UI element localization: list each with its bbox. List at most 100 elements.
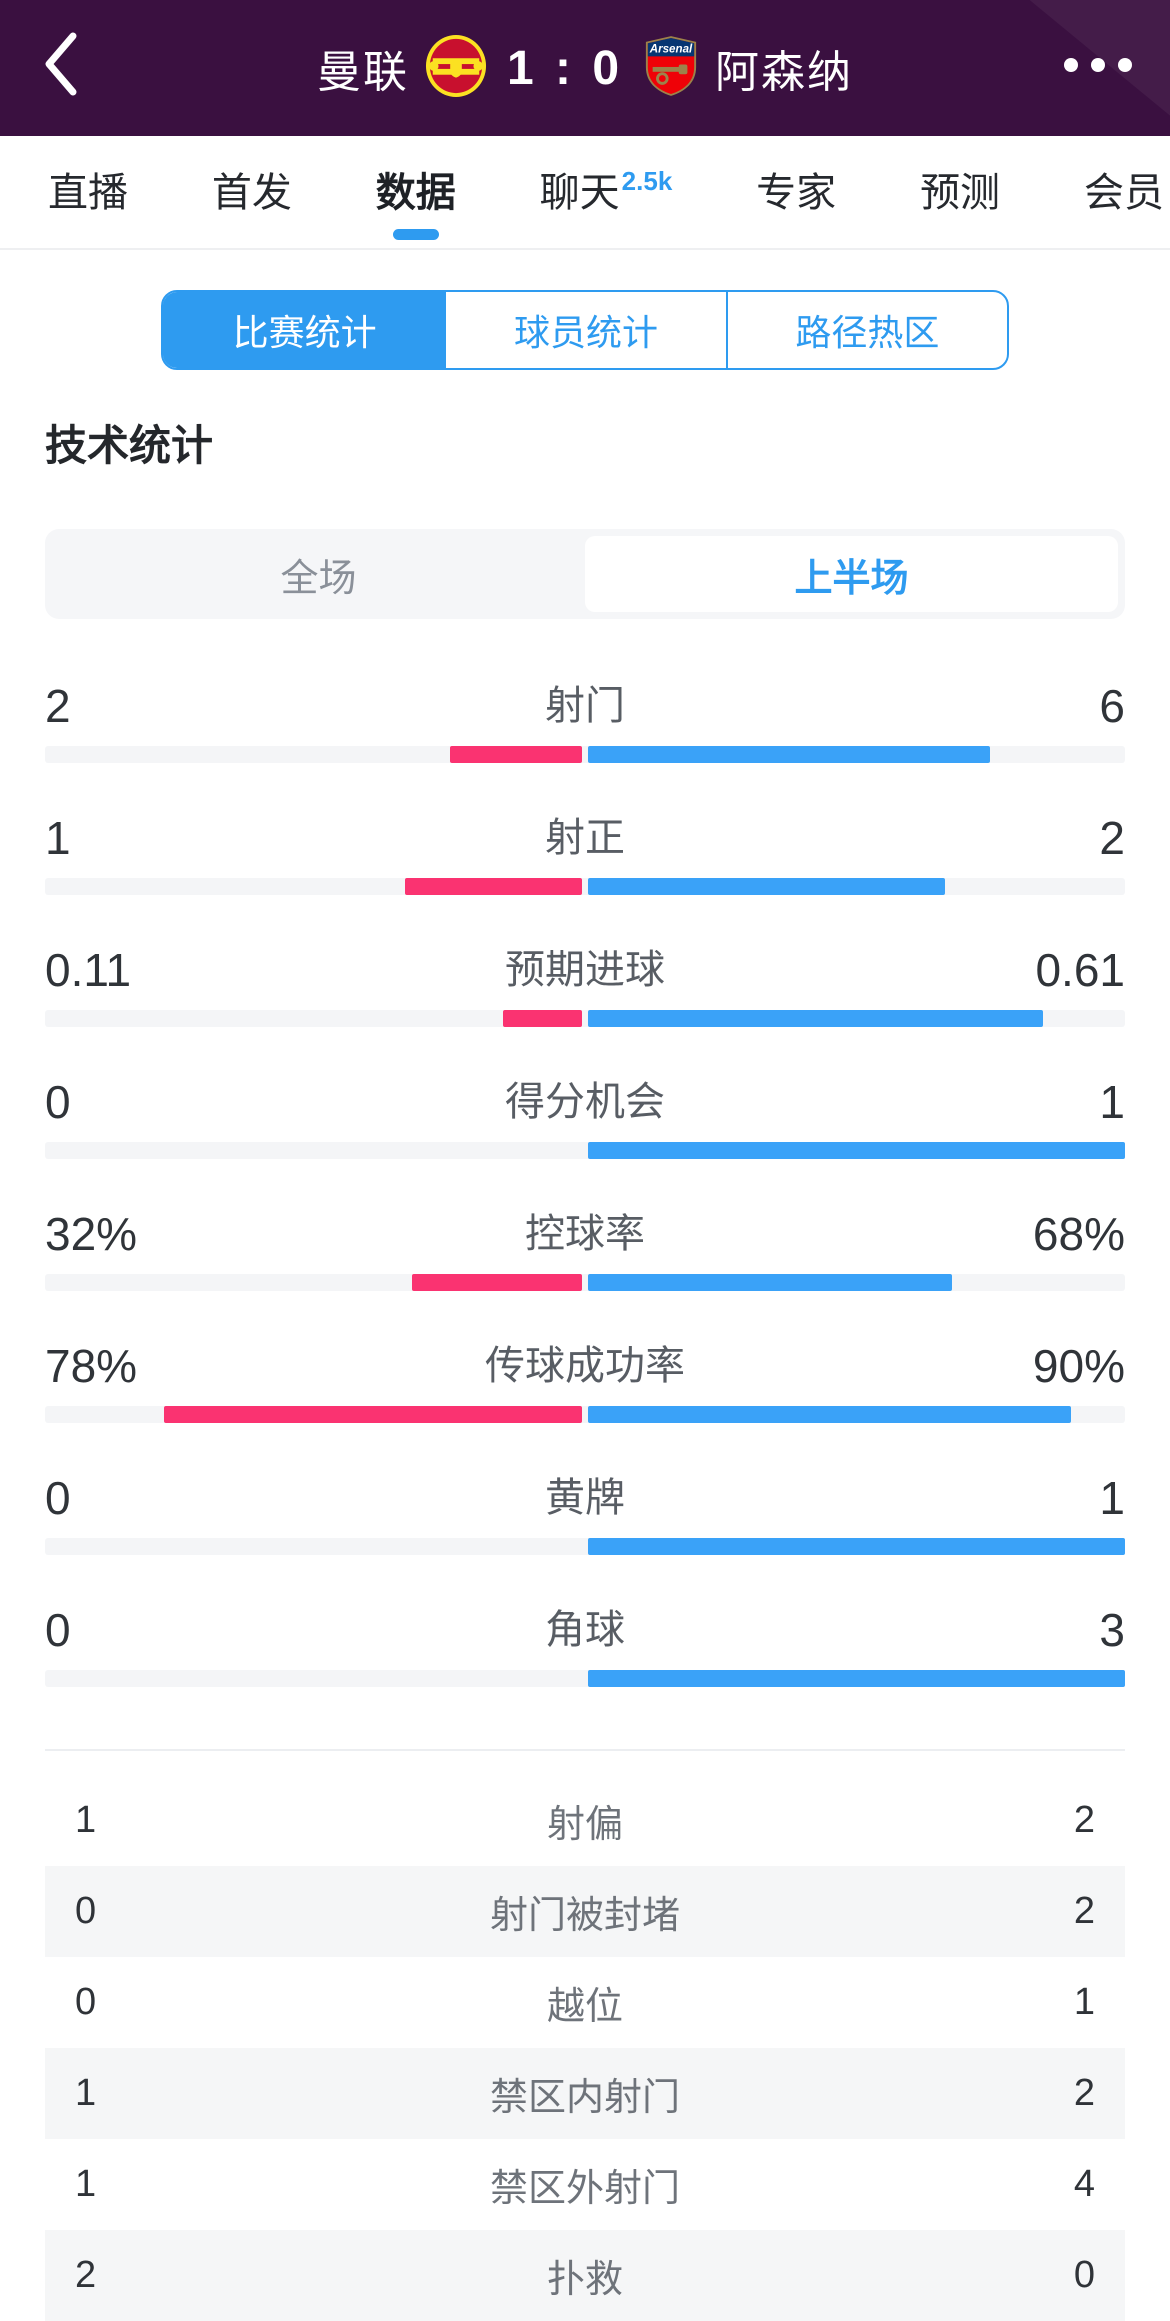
away-stat-bar — [588, 746, 990, 763]
away-team-name: 阿森纳 — [715, 48, 854, 97]
home-stat-bar — [450, 746, 582, 763]
home-stat-value: 0.11 — [45, 944, 132, 996]
table-row: 1 禁区内射门 2 — [45, 2048, 1125, 2139]
away-table-value: 1 — [1073, 1981, 1095, 2023]
away-stat-value: 6 — [1099, 680, 1125, 732]
table-row: 0 射门被封堵 2 — [45, 1866, 1125, 1957]
tab-label: 专家 — [756, 171, 837, 215]
svg-text:Arsenal: Arsenal — [649, 43, 693, 55]
section-tabbar: 直播 首发 数据 聊天2.5k 专家 预测 会员 — [0, 136, 1170, 250]
away-stat-bar — [588, 1670, 1125, 1687]
period-toggle: 全场 上半场 — [45, 529, 1125, 619]
stat-bar-track — [45, 1538, 1125, 1555]
stat-bar-track — [45, 1010, 1125, 1027]
away-table-value: 2 — [1073, 1799, 1095, 1841]
segment-路径热区[interactable]: 路径热区 — [725, 292, 1007, 368]
tab-会员[interactable]: 会员 — [1084, 140, 1164, 244]
home-stat-bar — [412, 1274, 582, 1291]
table-row-label: 禁区外射门 — [489, 2168, 680, 2210]
stat-bar-track — [45, 1274, 1125, 1291]
tab-label: 直播 — [48, 171, 128, 215]
home-stat-value: 78% — [45, 1340, 138, 1392]
period-option-label: 全场 — [280, 557, 357, 600]
stats-segmented-control: 比赛统计 球员统计 路径热区 — [161, 290, 1009, 370]
home-stat-bar — [502, 1010, 582, 1027]
away-stat-value: 1 — [1099, 1472, 1125, 1524]
stat-label: 角球 — [545, 1608, 625, 1652]
tab-label: 首发 — [211, 171, 292, 215]
dot-icon — [1091, 58, 1105, 72]
stat-row: 78% 传球成功率 90% — [45, 1341, 1125, 1423]
stat-bars-list: 2 射门 6 1 射正 2 0.11 预期进球 0.61 — [0, 681, 1170, 1687]
segment-球员统计[interactable]: 球员统计 — [444, 292, 725, 368]
stat-label: 黄牌 — [545, 1476, 625, 1520]
tab-数据[interactable]: 数据 — [376, 140, 456, 244]
match-scoreline: 曼联 1 : 0 Arsenal 阿森 — [317, 34, 853, 103]
home-stat-value: 0 — [45, 1472, 71, 1524]
away-stat-bar — [588, 1010, 1043, 1027]
home-stat-value: 0 — [45, 1076, 71, 1128]
stat-bar-track — [45, 878, 1125, 895]
tab-直播[interactable]: 直播 — [48, 140, 128, 244]
stat-row: 1 射正 2 — [45, 813, 1125, 895]
arsenal-crest-icon: Arsenal — [643, 35, 699, 102]
tab-聊天[interactable]: 聊天2.5k — [540, 140, 673, 244]
table-row-label: 越位 — [546, 1986, 623, 2028]
stat-row: 2 射门 6 — [45, 681, 1125, 763]
tab-label: 数据 — [375, 171, 456, 215]
home-stat-bar — [163, 1406, 582, 1423]
table-row: 1 禁区外射门 4 — [45, 2139, 1125, 2230]
stat-bar-track — [45, 1670, 1125, 1687]
stat-row: 32% 控球率 68% — [45, 1209, 1125, 1291]
tab-label: 预测 — [920, 171, 1001, 215]
back-button[interactable] — [40, 31, 84, 102]
period-option-label: 上半场 — [794, 557, 909, 600]
stat-label: 控球率 — [525, 1212, 645, 1256]
period-option-上半场[interactable]: 上半场 — [585, 536, 1118, 612]
stat-label: 射门 — [545, 684, 625, 728]
home-stat-value: 32% — [45, 1208, 138, 1260]
home-table-value: 0 — [75, 1890, 97, 1932]
home-table-value: 1 — [75, 2163, 97, 2205]
home-team-name: 曼联 — [316, 48, 409, 97]
more-options-button[interactable] — [1064, 58, 1132, 72]
stat-bar-track — [45, 746, 1125, 763]
home-table-value: 1 — [75, 1799, 97, 1841]
away-table-value: 2 — [1073, 2072, 1095, 2114]
away-stat-bar — [588, 1274, 953, 1291]
stat-row: 0 得分机会 1 — [45, 1077, 1125, 1159]
home-stat-value: 0 — [45, 1604, 71, 1656]
tab-预测[interactable]: 预测 — [920, 140, 1000, 244]
tab-首发[interactable]: 首发 — [212, 140, 292, 244]
segment-label: 球员统计 — [513, 312, 658, 353]
tab-专家[interactable]: 专家 — [756, 140, 836, 244]
stat-label: 传球成功率 — [485, 1344, 685, 1388]
back-chevron-icon — [40, 31, 80, 102]
segment-比赛统计[interactable]: 比赛统计 — [163, 292, 445, 368]
stat-label: 预期进球 — [505, 948, 665, 992]
table-row: 0 越位 1 — [45, 1957, 1125, 2048]
table-row-label: 射偏 — [546, 1804, 623, 1846]
table-row: 1 射偏 2 — [45, 1775, 1125, 1866]
home-stat-value: 2 — [45, 680, 71, 732]
away-stat-value: 3 — [1099, 1604, 1125, 1656]
tab-badge: 2.5k — [621, 166, 673, 196]
segment-label: 比赛统计 — [232, 312, 377, 353]
away-stat-bar — [588, 1538, 1125, 1555]
home-stat-bar — [405, 878, 582, 895]
away-stat-bar — [588, 1406, 1071, 1423]
home-table-value: 0 — [75, 1981, 97, 2023]
table-row-label: 射门被封堵 — [489, 1895, 680, 1937]
table-row-label: 禁区内射门 — [489, 2077, 680, 2119]
period-option-全场[interactable]: 全场 — [52, 536, 585, 612]
stat-label: 射正 — [545, 816, 625, 860]
away-table-value: 2 — [1073, 1890, 1095, 1932]
section-divider — [45, 1749, 1125, 1751]
stat-bar-track — [45, 1406, 1125, 1423]
stat-label: 得分机会 — [505, 1080, 665, 1124]
away-stat-value: 68% — [1032, 1208, 1125, 1260]
table-row-label: 扑救 — [546, 2259, 623, 2301]
tab-label: 会员 — [1083, 171, 1164, 215]
home-table-value: 1 — [75, 2072, 97, 2114]
stat-table: 1 射偏 2 0 射门被封堵 2 0 越位 1 1 禁区内射门 2 1 禁区外射… — [45, 1775, 1125, 2321]
